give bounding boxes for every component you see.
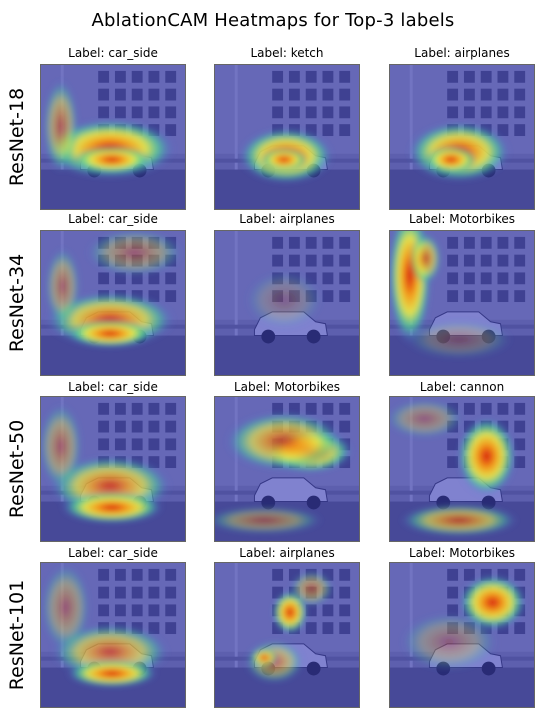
cell-label-r2c2: Label: airplanes — [239, 212, 335, 226]
cell-label-r4c1: Label: car_side — [68, 546, 158, 560]
heatmap-r1c2 — [214, 64, 360, 210]
heatmap-r2c3 — [389, 230, 535, 376]
cell-label-r1c2: Label: ketch — [250, 46, 324, 60]
cell-label-r4c3: Label: Motorbikes — [408, 546, 515, 560]
cell-label-r2c3: Label: Motorbikes — [408, 212, 515, 226]
row-label-resnet101: ResNet-101 — [6, 579, 29, 691]
figure-title: AblationCAM Heatmaps for Top-3 labels — [91, 10, 455, 31]
heatmap-r2c2 — [214, 230, 360, 376]
cell-label-r3c3: Label: cannon — [419, 380, 505, 394]
cell-label-r1c3: Label: airplanes — [414, 46, 510, 60]
cell-label-r2c1: Label: car_side — [68, 212, 158, 226]
row-label-resnet34: ResNet-34 — [6, 253, 29, 353]
heatmap-r3c1 — [40, 396, 186, 542]
heatmap-r2c1 — [40, 230, 186, 376]
cell-label-r1c1: Label: car_side — [68, 46, 158, 60]
cell-label-r4c2: Label: airplanes — [239, 546, 335, 560]
heatmap-r1c3 — [389, 64, 535, 210]
row-label-resnet18: ResNet-18 — [6, 87, 29, 187]
heatmap-r4c2 — [214, 562, 360, 708]
row-label-resnet50: ResNet-50 — [6, 419, 29, 519]
heatmap-r4c1 — [40, 562, 186, 708]
heatmap-r4c3 — [389, 562, 535, 708]
heatmap-r3c3 — [389, 396, 535, 542]
heatmap-r3c2 — [214, 396, 360, 542]
cell-label-r3c2: Label: Motorbikes — [233, 380, 340, 394]
heatmap-r1c1 — [40, 64, 186, 210]
cell-label-r3c1: Label: car_side — [68, 380, 158, 394]
